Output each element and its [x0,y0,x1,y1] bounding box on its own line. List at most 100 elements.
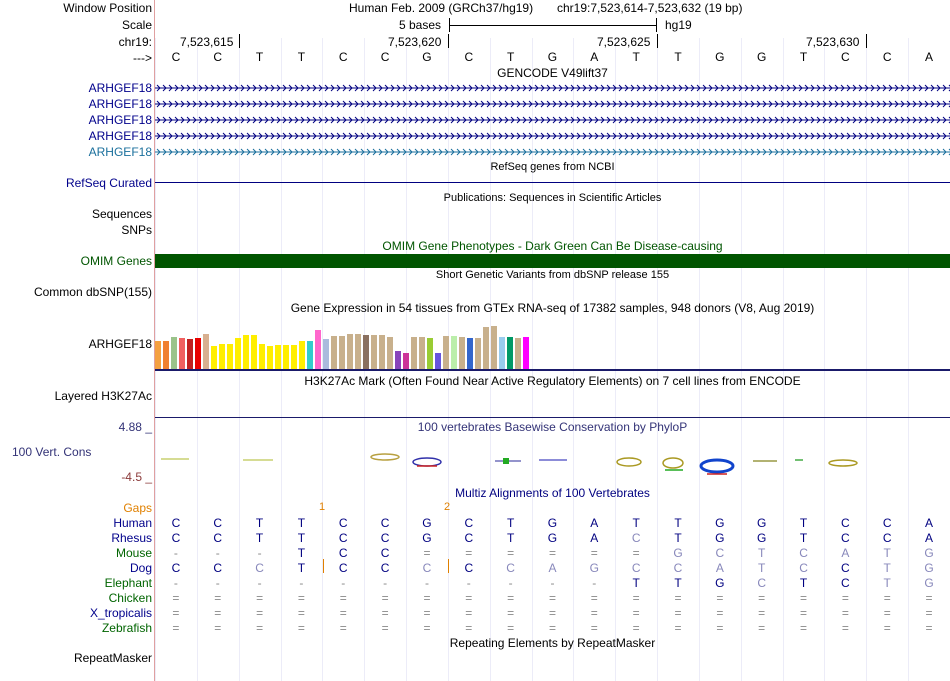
aligned-base: = [339,591,347,605]
gtex-tissue-bar[interactable] [339,336,345,369]
species-zebrafish-label: Zebrafish [101,621,152,635]
gtex-tissue-bar[interactable] [515,338,521,369]
gtex-tissue-bar[interactable] [251,335,257,369]
h3k27ac-label[interactable]: Layered H3K27Ac [54,389,152,403]
grid-line [824,38,825,681]
aligned-base: C [338,561,348,575]
gtex-tissue-bar[interactable] [491,326,497,369]
gencode-gene-label[interactable]: ARHGEF18 [88,129,152,143]
aligned-base: = [465,546,473,560]
aligned-base: C [338,516,348,530]
snps-label[interactable]: SNPs [121,223,152,237]
gtex-tissue-bar[interactable] [291,345,297,369]
gtex-tissue-bar[interactable] [155,341,161,369]
gtex-tissue-bar[interactable] [371,335,377,369]
sequence-base: G [422,50,432,64]
aligned-base: G [924,546,934,560]
aligned-base: G [589,561,599,575]
gtex-tissue-bar[interactable] [331,336,337,369]
ruler-tick [239,34,240,48]
aligned-base: = [465,591,473,605]
gencode-gene-label[interactable]: ARHGEF18 [88,81,152,95]
aligned-base: = [883,606,891,620]
gtex-tissue-bar[interactable] [179,338,185,369]
gtex-tissue-bar[interactable] [459,337,465,369]
gtex-tissue-bar[interactable] [379,335,385,369]
gtex-tissue-bar[interactable] [275,345,281,369]
gtex-tissue-bar[interactable] [163,341,169,369]
gtex-tissue-bar[interactable] [523,337,529,369]
dbsnp-label[interactable]: Common dbSNP(155) [33,285,152,299]
gtex-tissue-bar[interactable] [211,346,217,369]
gtex-tissue-bar[interactable] [259,344,265,369]
aligned-base: - [215,576,220,590]
gtex-tissue-bar[interactable] [499,337,505,369]
gencode-gene-label[interactable]: ARHGEF18 [88,113,152,127]
gtex-tissue-bar[interactable] [219,344,225,369]
gtex-tissue-bar[interactable] [395,351,401,369]
aligned-base: = [716,621,724,635]
gtex-tissue-bar[interactable] [419,337,425,369]
gtex-tissue-bar[interactable] [227,344,233,369]
gencode-gene-label[interactable]: ARHGEF18 [88,145,152,159]
gtex-tissue-bar[interactable] [363,335,369,369]
aligned-base: = [800,606,808,620]
aligned-base: = [883,591,891,605]
sequences-label[interactable]: Sequences [91,207,152,221]
refseq-curated-label[interactable]: RefSeq Curated [65,176,152,190]
gtex-tissue-bar[interactable] [187,339,193,369]
phylop-logo-glyphs [161,453,858,475]
aligned-base: C [882,516,892,530]
gtex-tissue-bar[interactable] [347,334,353,369]
gap-marker: 2 [444,501,451,513]
gtex-tissue-bar[interactable] [443,336,449,369]
gtex-tissue-bar[interactable] [315,330,321,369]
omim-genes-label[interactable]: OMIM Genes [80,254,152,268]
gtex-tissue-bar[interactable] [171,337,177,369]
gtex-gene-label[interactable]: ARHGEF18 [88,337,152,351]
aligned-base: T [632,576,640,590]
gtex-tissue-bar[interactable] [403,353,409,369]
gtex-tissue-bar[interactable] [203,334,209,369]
repeatmasker-label[interactable]: RepeatMasker [73,651,152,665]
gtex-tissue-bar[interactable] [307,341,313,369]
gtex-tissue-bar[interactable] [299,341,305,369]
gtex-tissue-bar[interactable] [467,338,473,369]
gtex-bar-chart[interactable] [155,316,950,369]
gencode-transcript-line[interactable] [155,148,950,156]
gtex-tissue-bar[interactable] [243,335,249,369]
gencode-gene-label[interactable]: ARHGEF18 [88,97,152,111]
gencode-transcript-line[interactable] [155,116,950,124]
gtex-tissue-bar[interactable] [235,338,241,369]
gtex-tissue-bar[interactable] [411,337,417,369]
aligned-base: = [758,606,766,620]
aligned-base: C [841,516,850,530]
gtex-tissue-bar[interactable] [483,327,489,369]
gtex-tissue-bar[interactable] [283,345,289,369]
gtex-tissue-bar[interactable] [387,337,393,369]
phylop-track-label[interactable]: 100 Vert. Cons [12,445,92,459]
gtex-tissue-bar[interactable] [451,336,457,369]
refseq-gene-line[interactable] [155,182,950,183]
gtex-tissue-bar[interactable] [427,338,433,369]
browser-track-area[interactable]: Human Feb. 2009 (GRCh37/hg19) chr19:7,52… [155,0,950,681]
gtex-tissue-bar[interactable] [323,339,329,369]
ruler-tick-label: 7,523,625 [597,35,651,49]
h3k27ac-track-title: H3K27Ac Mark (Often Found Near Active Re… [304,374,801,388]
gtex-tissue-bar[interactable] [435,353,441,369]
aligned-base: A [590,531,599,545]
gencode-transcript-line[interactable] [155,100,950,108]
aligned-base: = [423,606,431,620]
omim-gene-bar[interactable] [155,254,950,268]
gencode-transcript-line[interactable] [155,132,950,140]
aligned-base: C [338,546,348,560]
gtex-tissue-bar[interactable] [267,346,273,369]
sequence-base: T [632,50,640,64]
gtex-tissue-bar[interactable] [475,338,481,369]
gtex-tissue-bar[interactable] [195,338,201,369]
h3k27ac-baseline [155,417,950,418]
gencode-transcript-line[interactable] [155,84,950,92]
gtex-tissue-bar[interactable] [507,337,513,369]
aligned-base: = [674,591,682,605]
gtex-tissue-bar[interactable] [355,334,361,369]
